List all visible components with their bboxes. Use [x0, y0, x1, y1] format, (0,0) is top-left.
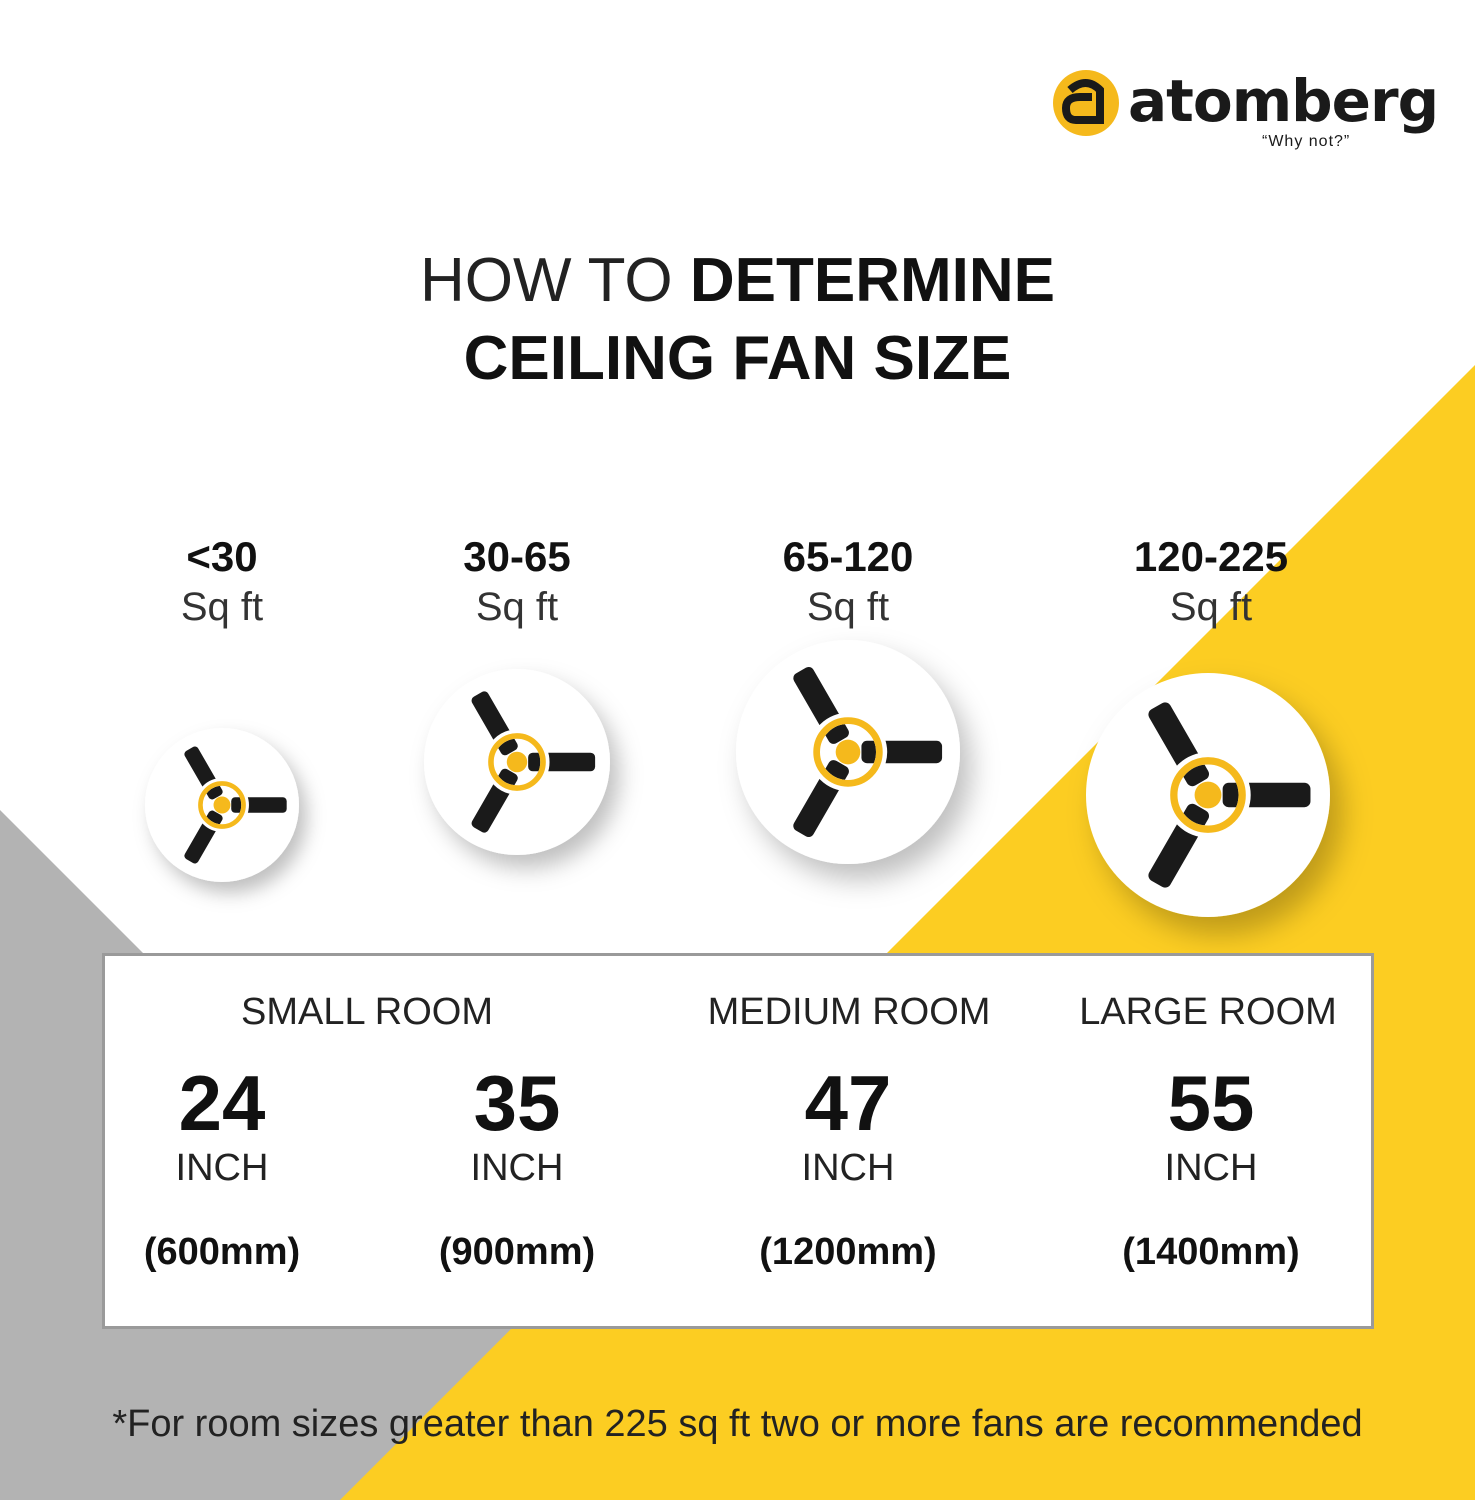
size-table	[102, 953, 1374, 1329]
size-inches: 35	[473, 1059, 561, 1147]
title-bold: DETERMINE	[689, 246, 1055, 315]
size-unit: INCH	[801, 1147, 895, 1189]
fan-icon	[1086, 673, 1330, 917]
area-value: 30-65	[463, 533, 571, 580]
size-mm: (1400mm)	[1122, 1231, 1300, 1273]
size-mm: (1200mm)	[759, 1231, 937, 1273]
fan-size: 47 INCH (1200mm)	[698, 1060, 998, 1274]
size-unit: INCH	[1164, 1147, 1258, 1189]
area-value: <30	[186, 533, 258, 580]
logo-mark	[1053, 70, 1119, 136]
size-inches: 47	[804, 1059, 892, 1147]
size-unit: INCH	[470, 1147, 564, 1189]
size-mm: (600mm)	[143, 1231, 301, 1273]
fan-size: 24 INCH (600mm)	[72, 1060, 372, 1274]
size-inches: 24	[178, 1059, 266, 1147]
room-medium: MEDIUM ROOM	[707, 991, 991, 1033]
fan-icon	[424, 669, 610, 855]
brand-name: atomberg	[1128, 67, 1439, 135]
area-value: 65-120	[782, 533, 914, 580]
area-label: 120-225 Sq ft	[1061, 532, 1361, 632]
area-value: 120-225	[1133, 533, 1289, 580]
size-mm: (900mm)	[438, 1231, 596, 1273]
fan-icon	[736, 640, 960, 864]
area-unit: Sq ft	[1169, 585, 1253, 629]
area-label: 65-120 Sq ft	[698, 532, 998, 632]
fan-icon	[145, 728, 299, 882]
footnote: *For room sizes greater than 225 sq ft t…	[112, 1403, 1363, 1445]
area-unit: Sq ft	[475, 585, 559, 629]
area-label: 30-65 Sq ft	[367, 532, 667, 632]
room-small: SMALL ROOM	[241, 991, 493, 1033]
area-unit: Sq ft	[180, 585, 264, 629]
fan-size: 35 INCH (900mm)	[367, 1060, 667, 1274]
size-unit: INCH	[175, 1147, 269, 1189]
area-unit: Sq ft	[806, 585, 890, 629]
room-large: LARGE ROOM	[1079, 991, 1337, 1033]
area-label: <30 Sq ft	[72, 532, 372, 632]
size-inches: 55	[1167, 1059, 1255, 1147]
title-line2: CEILING FAN SIZE	[463, 324, 1012, 393]
title-light: HOW TO	[420, 246, 690, 315]
brand-tagline: “Why not?”	[1262, 133, 1351, 150]
page-title: HOW TO DETERMINE CEILING FAN SIZE	[0, 242, 1475, 398]
fan-size: 55 INCH (1400mm)	[1061, 1060, 1361, 1274]
